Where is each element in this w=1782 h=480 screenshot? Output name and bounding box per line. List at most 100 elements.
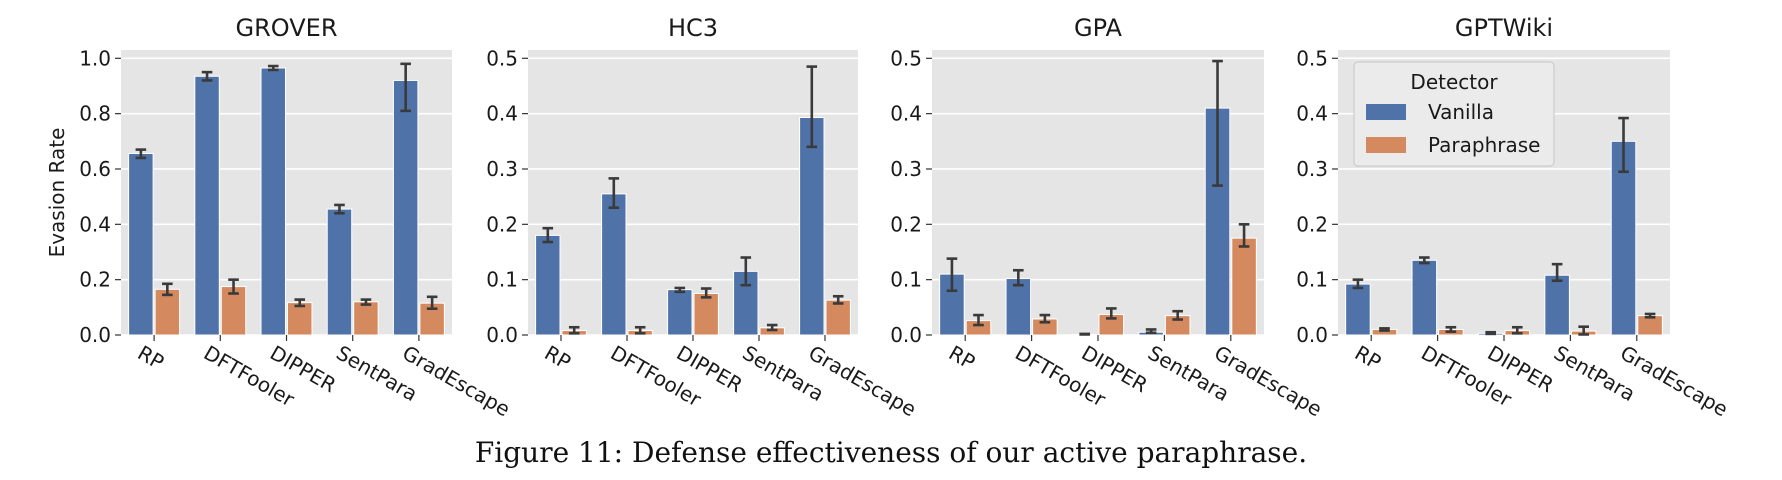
errorbar-paraphrase-rp — [1379, 327, 1390, 332]
errorbar-paraphrase-dftfooler — [228, 278, 239, 295]
y-tick-label: 0.3 — [1296, 157, 1328, 181]
bar-vanilla-gradescape — [799, 117, 825, 336]
errorbar-vanilla-rp — [1352, 278, 1364, 290]
y-tick-label: 0.1 — [890, 268, 922, 292]
errorbar-vanilla-sentpara — [740, 256, 752, 287]
errorbar-paraphrase-sentpara — [1578, 325, 1589, 336]
errorbar-paraphrase-dipper — [1511, 325, 1523, 335]
y-tick-label: 0.5 — [486, 46, 518, 70]
errorbar-paraphrase-dipper — [294, 298, 306, 308]
bar-paraphrase-gradescape — [825, 299, 851, 336]
y-tick-label: 0.1 — [486, 268, 518, 292]
bar-vanilla-rp — [535, 234, 561, 336]
y-tick-label: 0.0 — [1296, 323, 1328, 347]
bar-paraphrase-dipper — [287, 302, 313, 336]
y-tick-label: 0.4 — [486, 102, 518, 126]
bar-vanilla-dftfooler — [1005, 278, 1032, 336]
errorbar-vanilla-rp — [135, 148, 147, 160]
bar-vanilla-dipper — [667, 289, 693, 336]
errorbar-paraphrase-rp — [973, 313, 984, 327]
bar-vanilla-rp — [1345, 283, 1371, 336]
bar-paraphrase-rp — [154, 288, 181, 336]
errorbar-vanilla-sentpara — [334, 203, 345, 215]
errorbar-paraphrase-sentpara — [1172, 309, 1183, 321]
bar-paraphrase-dipper — [693, 292, 719, 336]
errorbar-paraphrase-dipper — [700, 287, 712, 299]
errorbar-paraphrase-dftfooler — [634, 325, 646, 335]
errorbar-vanilla-dipper — [1079, 332, 1091, 336]
y-tick-label: 0.3 — [890, 157, 922, 181]
y-tick-label: 0.5 — [890, 46, 922, 70]
bar-vanilla-rp — [128, 152, 154, 336]
y-tick-label: 0.5 — [1296, 46, 1328, 70]
bar-vanilla-dftfooler — [1411, 259, 1438, 336]
errorbar-vanilla-dipper — [1485, 330, 1497, 336]
errorbar-paraphrase-rp — [568, 325, 580, 335]
errorbar-vanilla-dipper — [674, 286, 686, 294]
figure-caption: Figure 11: Defense effectiveness of our … — [474, 436, 1308, 469]
legend-swatch-vanilla — [1366, 104, 1406, 120]
y-tick-label: 0.8 — [79, 102, 111, 126]
y-tick-label: 0.2 — [1296, 212, 1328, 236]
x-tick-label: RP — [1351, 341, 1385, 375]
y-tick-label: 0.0 — [79, 323, 111, 347]
y-tick-label: 1.0 — [79, 46, 111, 70]
errorbar-vanilla-gradescape — [400, 62, 411, 113]
errorbar-paraphrase-dipper — [1105, 307, 1117, 320]
errorbar-paraphrase-gradescape — [426, 295, 438, 311]
bar-paraphrase-gradescape — [1231, 237, 1257, 336]
bar-vanilla-dipper — [260, 67, 286, 336]
x-tick-label: RP — [541, 341, 575, 375]
y-tick-label: 0.0 — [890, 323, 922, 347]
legend-title: Detector — [1410, 70, 1498, 94]
panel-title: GPA — [1074, 14, 1123, 42]
panel-title: GPTWiki — [1455, 14, 1553, 42]
errorbar-paraphrase-gradescape — [832, 294, 844, 305]
bar-vanilla-sentpara — [1544, 274, 1570, 336]
bar-vanilla-dftfooler — [194, 75, 220, 336]
legend-swatch-paraphrase — [1366, 137, 1406, 153]
legend: Detector Vanilla Paraphrase — [1353, 61, 1555, 167]
errorbar-vanilla-dftfooler — [608, 177, 620, 210]
errorbar-paraphrase-dftfooler — [1039, 313, 1051, 324]
errorbar-paraphrase-gradescape — [1644, 312, 1656, 319]
errorbar-paraphrase-sentpara — [766, 323, 778, 332]
panel-title: GROVER — [236, 14, 338, 42]
bar-paraphrase-sentpara — [353, 301, 379, 336]
y-tick-label: 0.3 — [486, 157, 518, 181]
y-axis-label: Evasion Rate — [45, 128, 69, 258]
y-tick-label: 0.2 — [79, 268, 111, 292]
errorbar-vanilla-gradescape — [806, 65, 818, 149]
errorbar-paraphrase-rp — [162, 282, 173, 297]
y-tick-label: 0.4 — [890, 102, 922, 126]
panel-title: HC3 — [668, 14, 718, 42]
errorbar-vanilla-dipper — [267, 64, 279, 72]
y-tick-label: 0.0 — [486, 323, 518, 347]
errorbar-vanilla-dftfooler — [1419, 256, 1430, 265]
errorbar-vanilla-sentpara — [1145, 328, 1157, 335]
y-tick-label: 0.4 — [79, 212, 111, 236]
errorbar-vanilla-gradescape — [1618, 116, 1629, 174]
y-tick-label: 0.1 — [1296, 268, 1328, 292]
y-tick-label: 0.6 — [79, 157, 111, 181]
y-tick-label: 0.2 — [890, 212, 922, 236]
bar-vanilla-gradescape — [392, 79, 419, 336]
errorbar-vanilla-dftfooler — [201, 70, 213, 82]
y-tick-label: 0.2 — [486, 212, 518, 236]
bar-vanilla-sentpara — [326, 208, 353, 336]
legend-label-paraphrase: Paraphrase — [1428, 133, 1540, 157]
legend-label-vanilla: Vanilla — [1428, 100, 1494, 124]
bar-vanilla-dftfooler — [601, 193, 627, 336]
y-tick-label: 0.4 — [1296, 102, 1328, 126]
x-tick-label: RP — [945, 341, 979, 375]
errorbar-vanilla-sentpara — [1551, 262, 1563, 283]
errorbar-paraphrase-gradescape — [1238, 223, 1250, 248]
errorbar-vanilla-rp — [542, 226, 554, 244]
errorbar-paraphrase-sentpara — [360, 298, 372, 306]
x-tick-label: RP — [134, 341, 168, 375]
errorbar-paraphrase-dftfooler — [1445, 325, 1457, 333]
